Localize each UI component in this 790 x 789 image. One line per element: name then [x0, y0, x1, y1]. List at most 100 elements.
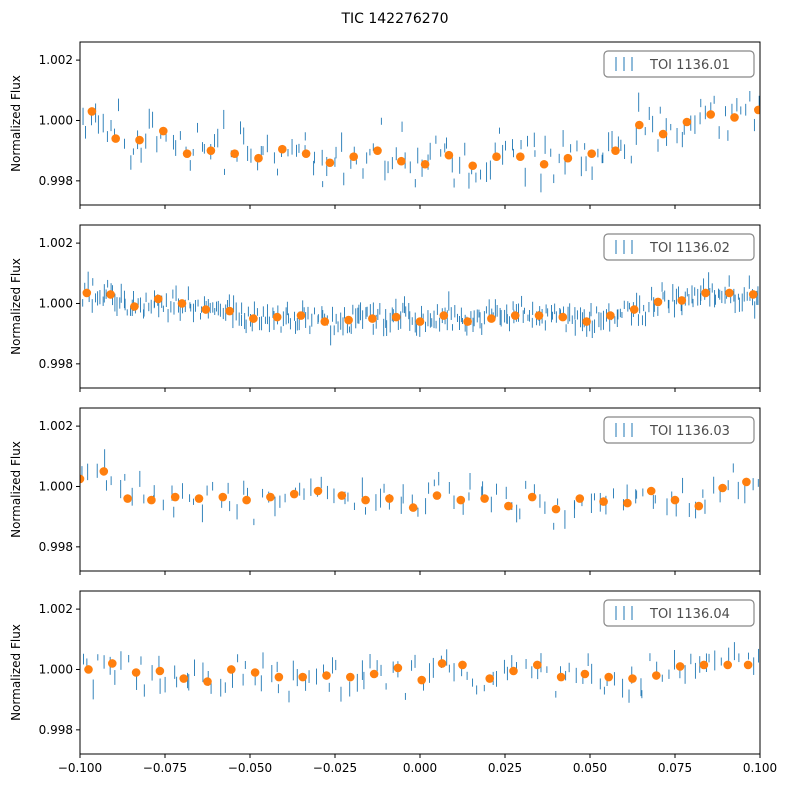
- y-tick-label: 1.002: [39, 419, 73, 433]
- y-axis-label: Normalized Flux: [9, 624, 23, 721]
- binned-point: [344, 315, 353, 325]
- binned-point: [675, 662, 685, 671]
- x-tick-label: −0.050: [228, 761, 272, 775]
- binned-point: [437, 659, 447, 668]
- binned-point: [337, 491, 347, 500]
- binned-point: [575, 494, 585, 503]
- binned-point: [266, 492, 275, 502]
- binned-point: [361, 495, 370, 505]
- binned-point: [677, 296, 687, 305]
- binned-point: [242, 495, 251, 505]
- binned-point: [463, 317, 472, 326]
- binned-point: [203, 677, 212, 686]
- binned-point: [82, 288, 92, 298]
- binned-point: [551, 504, 561, 514]
- binned-point: [699, 660, 709, 670]
- binned-point: [135, 135, 144, 145]
- legend-label: TOI 1136.04: [649, 607, 730, 622]
- y-axis-label: Normalized Flux: [9, 441, 23, 538]
- y-tick-label: 1.002: [39, 53, 73, 67]
- binned-point: [653, 297, 663, 307]
- binned-point: [439, 311, 449, 320]
- binned-point: [250, 668, 260, 677]
- binned-point: [182, 149, 192, 158]
- binned-point: [611, 146, 620, 155]
- binned-point: [480, 494, 489, 503]
- binned-series: [87, 105, 760, 171]
- binned-point: [533, 660, 542, 670]
- binned-point: [682, 117, 692, 127]
- binned-point: [420, 159, 430, 169]
- binned-point: [147, 495, 156, 505]
- binned-point: [123, 494, 132, 503]
- raw-data-series: [80, 271, 759, 346]
- binned-series: [82, 288, 758, 326]
- binned-point: [730, 113, 739, 122]
- binned-point: [278, 144, 287, 154]
- binned-point: [652, 671, 661, 680]
- y-axis-label: Normalized Flux: [9, 258, 23, 355]
- legend: TOI 1136.03: [603, 416, 755, 444]
- binned-point: [159, 126, 168, 136]
- binned-point: [417, 675, 427, 685]
- figure-title: TIC 142276270: [340, 11, 448, 27]
- x-tick-label: 0.050: [573, 761, 607, 775]
- binned-point: [111, 134, 120, 143]
- binned-point: [743, 660, 753, 670]
- binned-point: [563, 153, 573, 163]
- binned-point: [510, 311, 520, 320]
- binned-point: [349, 152, 359, 162]
- binned-point: [130, 302, 139, 311]
- binned-point: [131, 668, 141, 677]
- binned-point: [201, 305, 211, 314]
- binned-point: [225, 306, 234, 316]
- y-tick-label: 0.998: [39, 174, 73, 188]
- binned-point: [391, 312, 401, 322]
- binned-point: [706, 110, 715, 119]
- binned-point: [492, 152, 501, 162]
- binned-point: [313, 486, 323, 496]
- y-tick-label: 1.000: [39, 662, 73, 676]
- binned-point: [218, 492, 228, 502]
- binned-point: [504, 501, 513, 511]
- binned-point: [155, 666, 165, 676]
- y-tick-label: 1.002: [39, 602, 73, 616]
- binned-point: [385, 494, 394, 503]
- binned-point: [84, 665, 93, 674]
- y-tick-label: 0.998: [39, 540, 73, 554]
- binned-series: [80, 467, 751, 514]
- panel-4: 0.998 1.000 1.002 −0.100 −0.075 −0.050 −0.025 0…: [9, 590, 777, 775]
- binned-point: [587, 149, 596, 158]
- legend: TOI 1136.02: [603, 233, 755, 261]
- binned-point: [604, 672, 613, 682]
- binned-point: [556, 672, 566, 682]
- x-tick-label: −0.075: [143, 761, 187, 775]
- legend: TOI 1136.04: [603, 599, 755, 627]
- binned-point: [444, 150, 454, 160]
- x-tick-label: 0.025: [488, 761, 522, 775]
- binned-point: [177, 299, 187, 308]
- binned-point: [170, 492, 180, 502]
- raw-data-series: [81, 449, 759, 530]
- binned-point: [298, 672, 308, 682]
- binned-point: [408, 503, 418, 512]
- y-tick-label: 0.998: [39, 723, 73, 737]
- binned-point: [373, 146, 382, 155]
- binned-point: [272, 312, 282, 322]
- binned-point: [227, 665, 236, 674]
- binned-point: [723, 660, 732, 670]
- binned-point: [701, 288, 710, 298]
- y-axis-label: Normalized Flux: [9, 75, 23, 172]
- binned-point: [432, 491, 442, 500]
- legend-box: [603, 599, 755, 627]
- binned-point: [485, 674, 495, 683]
- binned-point: [296, 311, 306, 320]
- binned-point: [325, 158, 335, 168]
- binned-series: [84, 659, 753, 686]
- binned-point: [369, 669, 379, 679]
- binned-point: [99, 467, 109, 476]
- binned-point: [718, 483, 727, 493]
- binned-point: [322, 671, 331, 680]
- x-tick-label: −0.025: [313, 761, 357, 775]
